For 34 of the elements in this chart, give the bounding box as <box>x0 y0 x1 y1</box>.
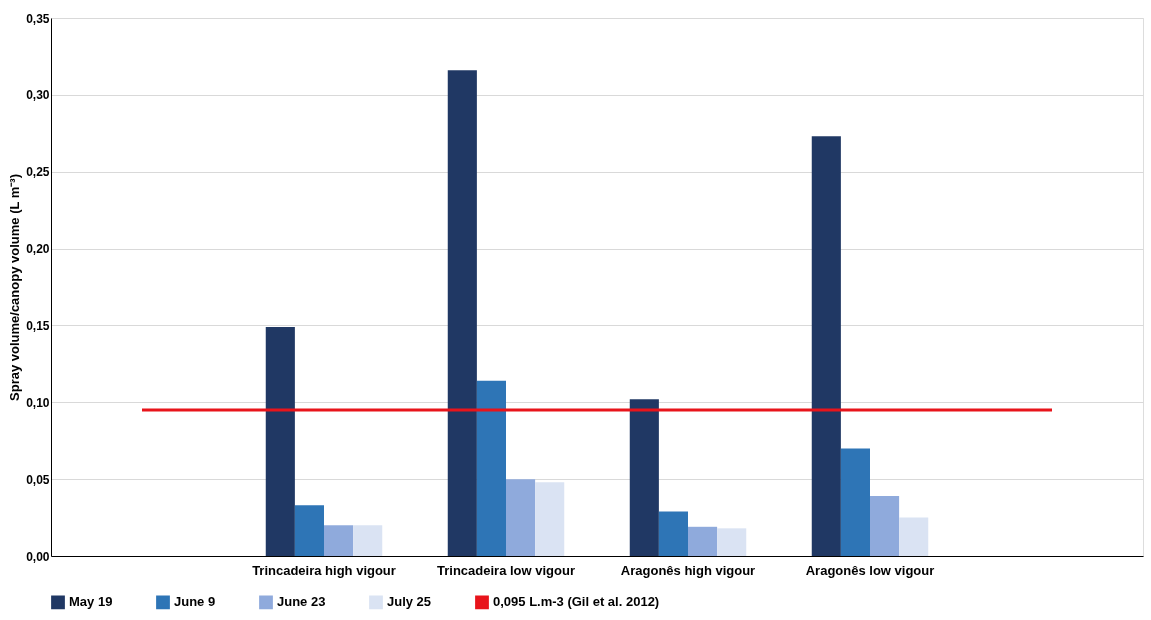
legend-label: July 25 <box>387 594 432 610</box>
y-axis-title: Spray volume/canopy volume (L m⁻³) <box>7 174 23 401</box>
y-tick-label: 0,20 <box>26 242 50 257</box>
bar <box>476 380 506 556</box>
legend-label: June 23 <box>277 594 326 610</box>
y-tick-label: 0,35 <box>26 11 50 26</box>
x-tick-label: Trincadeira low vigour <box>437 562 575 578</box>
y-tick-label: 0,05 <box>26 472 50 487</box>
y-tick-label: 0,15 <box>26 318 50 333</box>
bar <box>353 525 383 556</box>
x-tick-label: Aragonês high vigour <box>620 562 756 578</box>
bar <box>870 496 900 556</box>
bar <box>535 482 565 556</box>
legend-label: May 19 <box>69 594 113 610</box>
y-tick-label: 0,10 <box>26 395 50 410</box>
y-tick-label: 0,30 <box>26 88 50 103</box>
bar <box>629 399 659 556</box>
bar <box>717 528 747 556</box>
y-tick-label: 0,25 <box>26 165 50 180</box>
bar <box>899 517 929 556</box>
bar <box>688 526 718 556</box>
legend-label: June 9 <box>174 594 216 610</box>
bar <box>658 511 688 556</box>
bar <box>506 479 536 556</box>
x-tick-label: Trincadeira high vigour <box>252 562 396 578</box>
bar <box>811 136 841 556</box>
bar <box>294 505 324 556</box>
bar <box>265 326 295 556</box>
bar <box>324 525 354 556</box>
bar <box>447 70 477 556</box>
bar <box>840 448 870 556</box>
y-tick-label: 0,00 <box>26 549 50 564</box>
legend-label: 0,095 L.m-3 (Gil et al. 2012) <box>493 594 660 610</box>
x-tick-label: Aragonês low vigour <box>805 562 935 578</box>
